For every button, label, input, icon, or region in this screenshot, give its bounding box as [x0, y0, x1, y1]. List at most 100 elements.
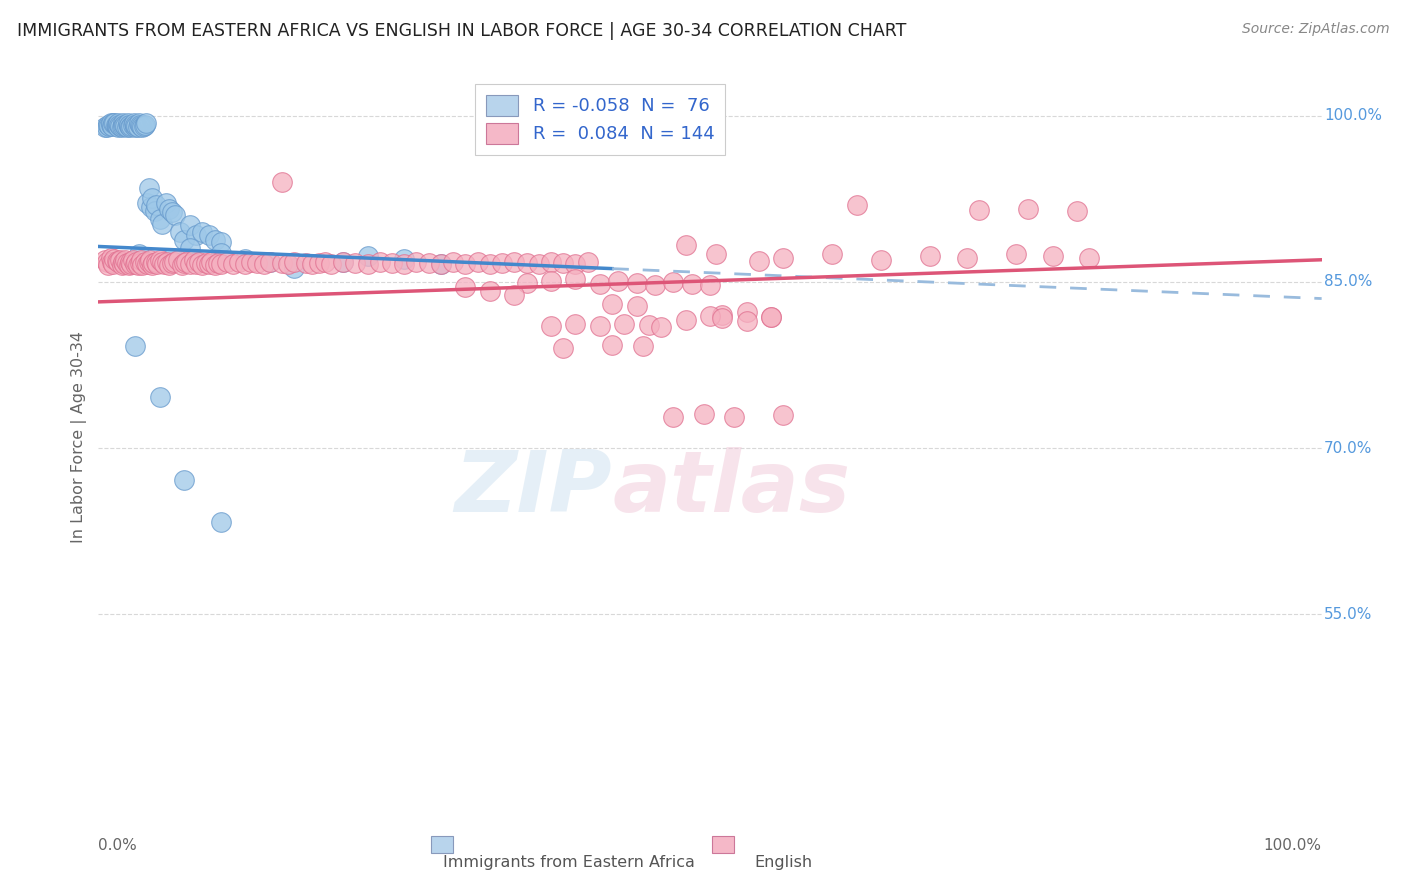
- Point: [233, 252, 256, 266]
- Point: [118, 258, 141, 272]
- Text: 100.0%: 100.0%: [1264, 838, 1322, 853]
- Point: [186, 257, 208, 271]
- Point: [115, 120, 138, 134]
- Point: [96, 120, 118, 134]
- Point: [176, 255, 198, 269]
- Point: [332, 255, 354, 269]
- Point: [149, 252, 172, 267]
- Point: [135, 116, 157, 130]
- Point: [141, 191, 163, 205]
- Point: [553, 342, 575, 356]
- Point: [160, 256, 183, 270]
- Point: [381, 256, 404, 270]
- Point: [170, 258, 193, 272]
- Point: [319, 257, 342, 271]
- Point: [131, 258, 153, 272]
- Point: [141, 258, 163, 272]
- Point: [169, 225, 191, 239]
- Point: [131, 120, 153, 134]
- Point: [1078, 251, 1101, 265]
- Point: [564, 317, 586, 331]
- Point: [772, 251, 794, 265]
- Point: [699, 310, 721, 324]
- Point: [145, 198, 167, 212]
- Point: [101, 119, 124, 133]
- Text: 55.0%: 55.0%: [1324, 607, 1372, 622]
- Point: [107, 116, 129, 130]
- Point: [100, 118, 122, 132]
- Point: [149, 211, 172, 226]
- Point: [111, 255, 134, 269]
- Point: [1066, 204, 1088, 219]
- Point: [711, 311, 734, 326]
- Point: [129, 118, 152, 132]
- Point: [967, 202, 990, 217]
- Point: [149, 390, 172, 404]
- Point: [637, 318, 661, 333]
- Point: [115, 256, 138, 270]
- Point: [748, 253, 770, 268]
- Text: 70.0%: 70.0%: [1324, 441, 1372, 456]
- FancyBboxPatch shape: [432, 837, 453, 853]
- Point: [191, 225, 214, 239]
- Point: [1004, 247, 1026, 261]
- Point: [209, 235, 232, 249]
- Point: [145, 255, 167, 269]
- Point: [540, 319, 562, 334]
- Point: [112, 257, 135, 271]
- Point: [589, 319, 612, 334]
- Point: [920, 249, 942, 263]
- Point: [392, 257, 416, 271]
- Text: 100.0%: 100.0%: [1324, 108, 1382, 123]
- Point: [222, 257, 245, 271]
- Point: [93, 120, 115, 134]
- Point: [270, 175, 294, 189]
- Point: [150, 255, 173, 269]
- Point: [693, 407, 716, 421]
- Point: [204, 233, 226, 247]
- Point: [157, 202, 180, 216]
- Point: [344, 256, 367, 270]
- Point: [259, 255, 281, 269]
- Point: [156, 255, 179, 269]
- Point: [111, 116, 134, 130]
- Point: [405, 255, 427, 269]
- Point: [1017, 202, 1039, 216]
- Point: [138, 255, 160, 269]
- Point: [356, 257, 378, 271]
- Point: [564, 257, 586, 271]
- Point: [101, 116, 124, 130]
- Point: [129, 119, 152, 133]
- Point: [613, 317, 636, 331]
- Point: [124, 339, 146, 353]
- Point: [96, 255, 118, 269]
- Point: [108, 118, 131, 132]
- Point: [295, 256, 318, 270]
- Point: [114, 119, 136, 133]
- Point: [125, 255, 148, 269]
- Point: [146, 257, 169, 271]
- Point: [478, 284, 501, 298]
- Point: [111, 120, 134, 134]
- Point: [607, 274, 630, 288]
- Point: [124, 257, 146, 271]
- Point: [173, 256, 195, 270]
- Point: [515, 256, 537, 270]
- Point: [1042, 249, 1064, 263]
- Point: [644, 278, 666, 293]
- Point: [441, 255, 464, 269]
- Point: [821, 247, 844, 261]
- Point: [209, 246, 232, 260]
- Point: [209, 257, 232, 271]
- Point: [540, 274, 562, 288]
- Point: [650, 320, 672, 334]
- Point: [246, 256, 269, 270]
- Text: 85.0%: 85.0%: [1324, 275, 1372, 289]
- Point: [600, 297, 623, 311]
- Point: [200, 255, 222, 269]
- Point: [662, 410, 685, 425]
- Y-axis label: In Labor Force | Age 30-34: In Labor Force | Age 30-34: [72, 331, 87, 543]
- Point: [105, 253, 128, 268]
- Point: [356, 249, 378, 263]
- Point: [124, 120, 146, 134]
